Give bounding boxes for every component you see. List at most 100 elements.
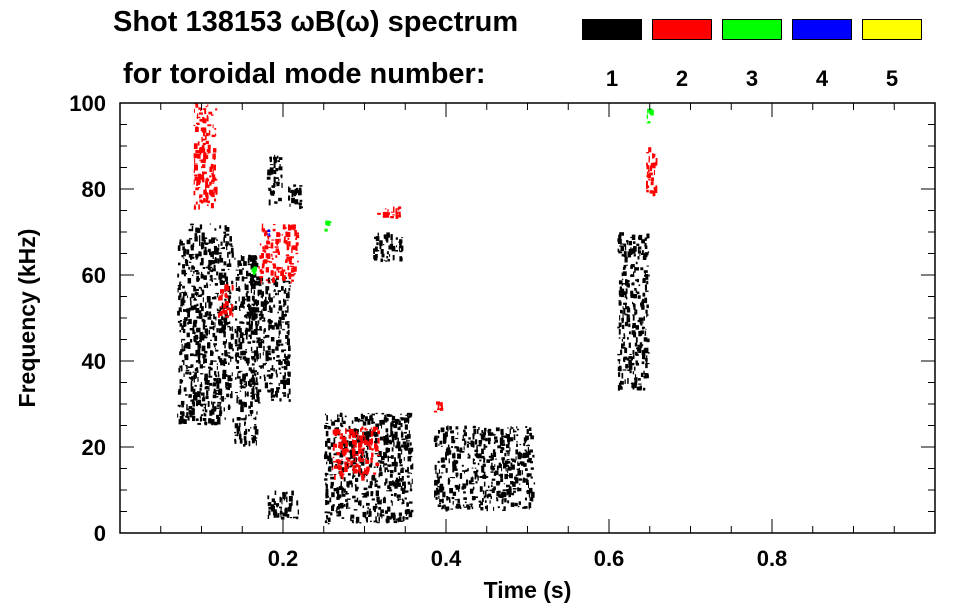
spectral-mark xyxy=(623,243,627,247)
spectral-mark xyxy=(621,372,624,379)
spectral-mark xyxy=(294,199,299,205)
spectral-mark xyxy=(380,249,384,254)
spectral-mark xyxy=(251,393,255,400)
spectral-mark xyxy=(337,465,342,470)
spectral-mark xyxy=(446,496,449,501)
spectral-mark xyxy=(188,366,192,368)
spectral-mark xyxy=(234,440,237,444)
spectral-mark xyxy=(278,367,281,370)
spectral-mark xyxy=(276,340,279,345)
spectral-mark xyxy=(333,443,338,448)
spectral-mark xyxy=(267,171,270,176)
spectral-mark xyxy=(209,275,213,278)
spectral-mark xyxy=(218,252,222,255)
spectral-mark xyxy=(293,191,297,197)
spectral-mark xyxy=(248,440,251,447)
spectral-mark xyxy=(180,351,183,355)
spectral-mark xyxy=(406,439,408,444)
spectral-mark xyxy=(208,418,212,424)
spectral-mark xyxy=(225,292,227,294)
spectral-mark xyxy=(229,236,232,242)
spectral-mark xyxy=(262,363,266,366)
spectral-mark xyxy=(278,382,280,386)
spectral-mark xyxy=(245,314,248,318)
spectral-mark xyxy=(198,235,201,241)
spectral-mark xyxy=(224,312,228,318)
spectral-mark xyxy=(510,481,514,485)
spectral-mark xyxy=(445,454,447,461)
spectral-mark xyxy=(476,473,478,478)
spectral-mark xyxy=(252,283,256,290)
spectral-mark xyxy=(387,485,390,489)
spectral-mark xyxy=(269,324,273,329)
spectral-mark xyxy=(211,134,215,138)
spectral-mark xyxy=(285,280,290,283)
spectral-mark xyxy=(209,269,213,272)
spectral-mark xyxy=(324,425,327,429)
spectral-mark xyxy=(643,376,648,379)
spectral-mark xyxy=(366,502,370,506)
spectral-mark xyxy=(635,360,638,365)
spectral-mark xyxy=(207,271,210,275)
spectral-mark xyxy=(472,496,476,500)
spectral-mark xyxy=(197,376,199,382)
spectral-mark xyxy=(205,181,209,187)
spectral-mark xyxy=(479,433,482,436)
spectral-mark xyxy=(246,295,251,302)
spectral-mark xyxy=(365,434,369,441)
spectral-mark xyxy=(467,441,470,444)
spectral-mark xyxy=(223,362,226,367)
spectral-mark xyxy=(193,205,197,210)
spectral-mark xyxy=(491,488,495,493)
spectral-mark xyxy=(232,326,234,332)
spectral-mark xyxy=(347,457,352,460)
spectral-mark xyxy=(324,478,328,481)
spectral-mark xyxy=(325,440,328,447)
spectral-mark xyxy=(179,351,182,356)
spectral-mark xyxy=(257,402,261,404)
spectral-mark xyxy=(364,439,368,446)
spectral-mark xyxy=(325,493,328,498)
spectral-mark xyxy=(178,262,181,266)
spectral-mark xyxy=(204,354,207,358)
spectral-mark xyxy=(342,420,346,425)
spectral-mark xyxy=(409,455,413,458)
spectral-mark xyxy=(282,359,286,361)
spectral-mark xyxy=(182,292,186,297)
spectral-mark xyxy=(468,454,471,458)
spectral-mark xyxy=(325,482,327,486)
spectral-mark xyxy=(634,266,636,273)
spectral-mark xyxy=(287,237,290,240)
spectral-mark xyxy=(347,462,350,465)
spectral-mark xyxy=(281,310,284,315)
spectral-mark xyxy=(215,108,218,111)
spectral-mark xyxy=(629,364,633,370)
spectral-mark xyxy=(183,387,187,392)
spectral-mark xyxy=(251,351,255,353)
spectral-mark xyxy=(398,420,401,426)
spectral-mark xyxy=(486,505,488,512)
spectral-mark xyxy=(192,321,197,328)
spectral-mark xyxy=(650,164,652,167)
spectral-mark xyxy=(360,428,362,432)
spectral-mark xyxy=(217,293,219,298)
spectral-mark xyxy=(386,418,389,422)
spectral-mark xyxy=(185,371,189,375)
spectral-mark xyxy=(645,373,647,379)
spectral-mark xyxy=(626,314,630,318)
spectral-mark xyxy=(402,498,404,502)
spectral-mark xyxy=(496,498,499,502)
spectral-mark xyxy=(378,451,382,457)
spectral-mark xyxy=(380,509,384,514)
spectral-mark xyxy=(396,518,398,521)
spectral-mark xyxy=(357,433,359,440)
spectral-mark xyxy=(633,325,637,328)
spectral-mark xyxy=(193,295,195,297)
spectral-mark xyxy=(229,326,232,331)
spectral-mark xyxy=(334,474,336,480)
spectral-mark xyxy=(360,436,363,443)
spectral-mark xyxy=(249,310,251,314)
spectral-mark xyxy=(356,463,359,467)
spectral-mark xyxy=(246,290,249,294)
spectral-mark xyxy=(186,408,190,411)
